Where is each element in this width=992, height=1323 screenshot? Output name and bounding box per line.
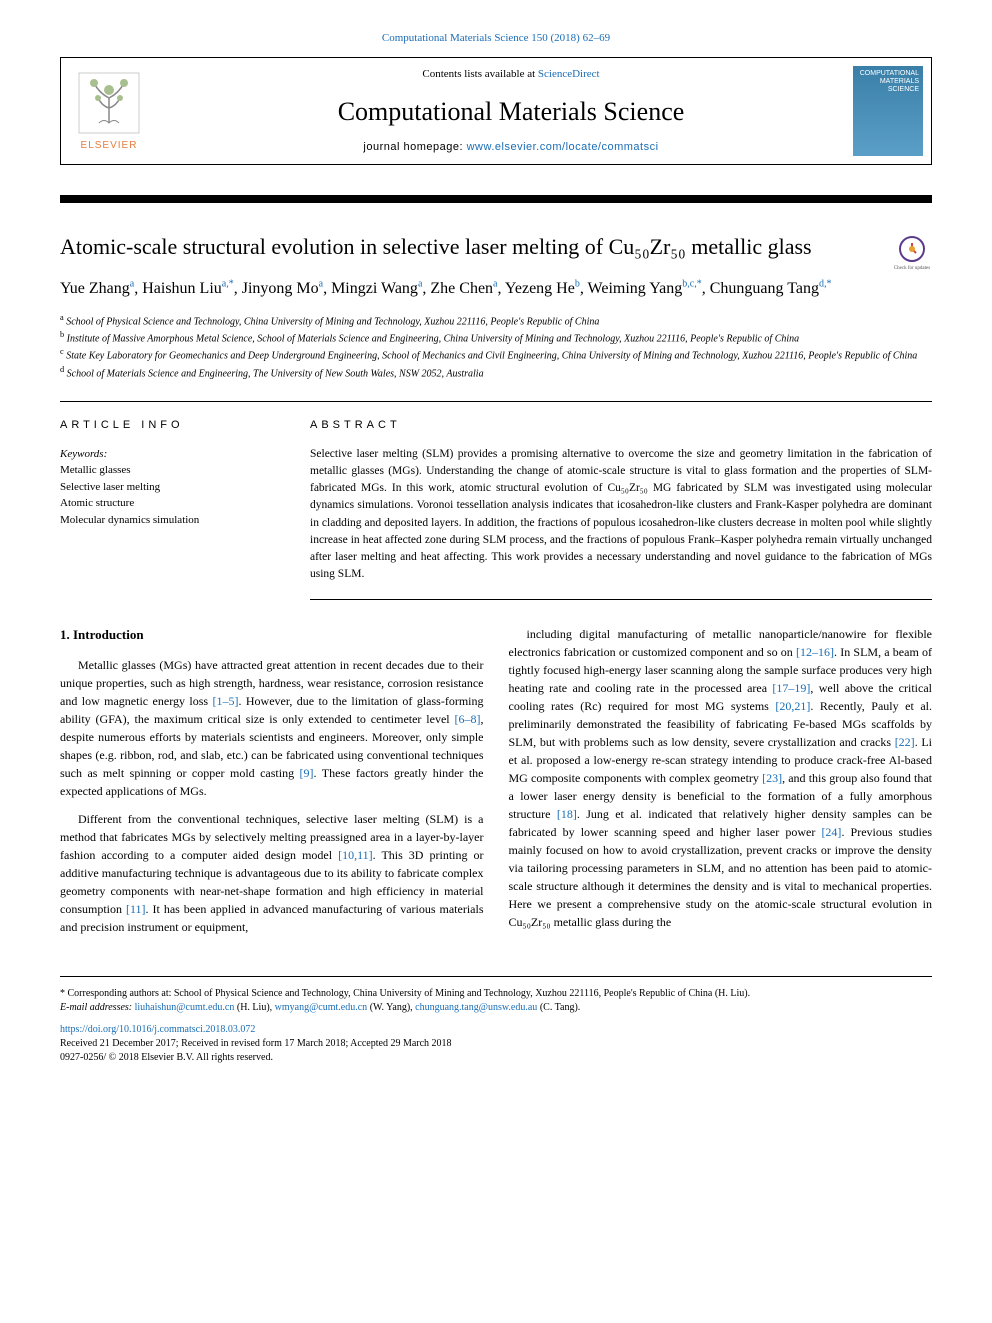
contents-available: Contents lists available at ScienceDirec… [169,66,853,83]
article-info-header: ARTICLE INFO [60,417,280,434]
citation-link[interactable]: [10,11] [338,848,373,862]
page-footer: * Corresponding authors at: School of Ph… [60,976,932,1065]
elsevier-tree-icon [74,68,144,138]
citation-link[interactable]: Computational Materials Science 150 (201… [382,32,610,44]
author: Yue Zhanga [60,280,134,297]
keyword: Selective laser melting [60,479,280,496]
authors-list: Yue Zhanga, Haishun Liua,*, Jinyong Moa,… [60,276,932,302]
email-link[interactable]: wmyang@cumt.edu.cn [275,1002,368,1013]
corresponding-authors: * Corresponding authors at: School of Ph… [60,987,932,1001]
affiliation: d School of Materials Science and Engine… [60,364,932,381]
svg-text:Check for updates: Check for updates [894,266,930,271]
email-link[interactable]: liuhaishun@cumt.edu.cn [135,1002,235,1013]
journal-header: ELSEVIER Contents lists available at Sci… [60,57,932,165]
body-paragraph: including digital manufacturing of metal… [509,625,933,931]
citation-link[interactable]: [20,21] [775,699,810,713]
author: Zhe Chena [430,280,497,297]
affiliations-list: a School of Physical Science and Technol… [60,312,932,381]
affiliation: b Institute of Massive Amorphous Metal S… [60,329,932,346]
affiliation: c State Key Laboratory for Geomechanics … [60,346,932,363]
article-title: Atomic-scale structural evolution in sel… [60,233,872,262]
citation-link[interactable]: [23] [762,771,782,785]
article-info-sidebar: ARTICLE INFO Keywords: Metallic glassesS… [60,417,280,600]
homepage-link[interactable]: www.elsevier.com/locate/commatsci [467,141,659,153]
sciencedirect-link[interactable]: ScienceDirect [538,68,600,80]
citation-link[interactable]: [22] [895,735,915,749]
abstract-text: Selective laser melting (SLM) provides a… [310,446,932,600]
keyword: Atomic structure [60,495,280,512]
received-dates: Received 21 December 2017; Received in r… [60,1037,932,1051]
author: Jinyong Moa [242,280,323,297]
email-link[interactable]: chunguang.tang@unsw.edu.au [415,1002,537,1013]
journal-citation: Computational Materials Science 150 (201… [60,30,932,47]
elsevier-logo: ELSEVIER [69,66,149,156]
author: Chunguang Tangd,* [710,280,832,297]
citation-link[interactable]: [12–16] [796,645,834,659]
author: Yezeng Heb [505,280,580,297]
body-paragraph: Metallic glasses (MGs) have attracted gr… [60,656,484,800]
abstract-section: ABSTRACT Selective laser melting (SLM) p… [310,417,932,600]
journal-homepage: journal homepage: www.elsevier.com/locat… [169,139,853,156]
body-left-column: 1. Introduction Metallic glasses (MGs) h… [60,625,484,947]
keywords-label: Keywords: [60,446,280,463]
section-1-title: 1. Introduction [60,625,484,645]
author: Mingzi Wanga [331,280,422,297]
body-text: 1. Introduction Metallic glasses (MGs) h… [60,625,932,947]
journal-title: Computational Materials Science [169,92,853,131]
abstract-header: ABSTRACT [310,417,932,434]
citation-link[interactable]: [6–8] [455,712,481,726]
body-right-column: including digital manufacturing of metal… [509,625,933,947]
elsevier-label: ELSEVIER [81,138,138,153]
citation-link[interactable]: [11] [126,902,146,916]
journal-cover-thumbnail: COMPUTATIONAL MATERIALS SCIENCE [853,66,923,156]
citation-link[interactable]: [9] [300,766,314,780]
keyword: Molecular dynamics simulation [60,512,280,529]
citation-link[interactable]: [1–5] [212,694,238,708]
author: Haishun Liua,* [142,280,234,297]
affiliation: a School of Physical Science and Technol… [60,312,932,329]
doi-link[interactable]: https://doi.org/10.1016/j.commatsci.2018… [60,1024,255,1035]
header-divider [60,195,932,203]
author: Weiming Yangb,c,* [588,280,702,297]
citation-link[interactable]: [18] [557,807,577,821]
copyright-line: 0927-0256/ © 2018 Elsevier B.V. All righ… [60,1051,932,1065]
check-updates-icon: Check for updates [892,233,932,273]
keywords-list: Metallic glassesSelective laser meltingA… [60,462,280,528]
email-addresses: E-mail addresses: liuhaishun@cumt.edu.cn… [60,1001,932,1015]
citation-link[interactable]: [24] [821,825,841,839]
body-paragraph: Different from the conventional techniqu… [60,810,484,936]
check-updates-badge[interactable]: Check for updates [892,233,932,273]
keyword: Metallic glasses [60,462,280,479]
citation-link[interactable]: [17–19] [772,681,810,695]
